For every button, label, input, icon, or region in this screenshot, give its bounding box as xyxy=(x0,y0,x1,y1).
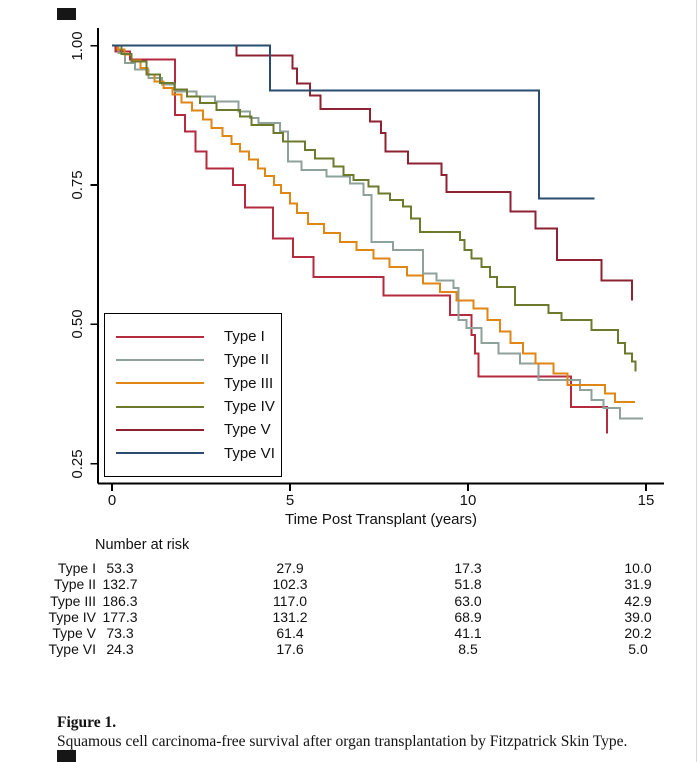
risk-value: 17.3 xyxy=(454,560,482,576)
axes xyxy=(90,28,664,491)
risk-value: 24.3 xyxy=(106,641,134,658)
survival-curve-type-i xyxy=(112,44,608,434)
risk-value: 63.0 xyxy=(454,592,482,609)
y-tick-label-0.75: 0.75 xyxy=(69,170,86,200)
risk-row-type-ii: Type II 132.7 102.3 51.8 31.9 xyxy=(0,576,700,592)
risk-value: 117.0 xyxy=(273,592,307,609)
legend-box: Type I Type II Type III Type IV Type V T… xyxy=(104,313,282,477)
risk-value: 53.3 xyxy=(106,560,134,576)
x-tick-label-15: 15 xyxy=(637,492,655,509)
risk-row-label: Type III xyxy=(50,592,96,609)
risk-row-label: Type VI xyxy=(48,641,96,658)
number-at-risk-title: Number at risk xyxy=(95,537,190,553)
legend-line-sample-type-i xyxy=(116,335,204,338)
legend-label: Type V xyxy=(224,421,271,439)
legend-line-sample-type-iii xyxy=(116,382,204,385)
survival-curve-type-iii xyxy=(112,44,635,403)
risk-value: 51.8 xyxy=(454,576,482,593)
risk-value: 132.7 xyxy=(102,576,138,593)
legend-line-sample-type-v xyxy=(116,428,204,432)
risk-value: 186.3 xyxy=(102,592,138,609)
risk-value: 42.9 xyxy=(624,592,652,609)
page-edge-line xyxy=(696,0,697,762)
x-tick-label-0: 0 xyxy=(107,492,117,509)
legend-label: Type IV xyxy=(224,398,275,416)
scan-artifact-top xyxy=(57,8,76,20)
risk-value: 27.9 xyxy=(276,560,304,576)
risk-value: 177.3 xyxy=(102,608,138,625)
figure-caption: Squamous cell carcinoma-free survival af… xyxy=(57,733,628,750)
risk-value: 73.3 xyxy=(106,625,134,642)
risk-row-type-i: Type I 53.3 27.9 17.3 10.0 xyxy=(0,560,700,576)
x-tick-label-10: 10 xyxy=(459,492,477,509)
legend-entry-type-vi: Type VI xyxy=(105,442,281,465)
risk-value: 41.1 xyxy=(454,625,482,642)
risk-value: 39.0 xyxy=(624,608,652,625)
survival-curve-type-ii xyxy=(112,44,644,420)
risk-row-label: Type V xyxy=(52,625,96,642)
risk-value: 102.3 xyxy=(272,576,308,593)
scan-artifact-bottom xyxy=(57,750,76,762)
survival-curve-type-iv xyxy=(112,44,637,372)
survival-curve-type-vi xyxy=(112,44,595,200)
risk-row-type-vi: Type VI 24.3 17.6 8.5 5.0 xyxy=(0,641,700,657)
legend-line-sample-type-iv xyxy=(116,405,204,408)
y-tick-label-1.00: 1.00 xyxy=(69,31,86,61)
risk-row-type-iii: Type III 186.3 117.0 63.0 42.9 xyxy=(0,593,700,609)
legend-entry-type-ii: Type II xyxy=(105,348,281,371)
risk-value: 68.9 xyxy=(454,608,482,625)
legend-entry-type-iv: Type IV xyxy=(105,395,281,418)
legend-label: Type III xyxy=(224,374,274,392)
km-survival-plot xyxy=(90,28,664,491)
risk-value: 31.9 xyxy=(624,576,652,593)
risk-value: 10.0 xyxy=(624,560,652,576)
risk-value: 5.0 xyxy=(628,641,648,658)
risk-value: 8.5 xyxy=(458,641,478,658)
risk-row-type-iv: Type IV 177.3 131.2 68.9 39.0 xyxy=(0,609,700,625)
legend-entry-type-i: Type I xyxy=(105,325,281,348)
risk-row-label: Type II xyxy=(53,576,96,593)
y-tick-label-0.25: 0.25 xyxy=(69,449,86,479)
survival-curve-type-v xyxy=(112,44,633,301)
legend-label: Type I xyxy=(224,328,265,346)
legend-line-sample-type-vi xyxy=(116,452,204,455)
legend-line-sample-type-ii xyxy=(116,358,204,362)
x-tick-label-5: 5 xyxy=(285,492,295,509)
risk-value: 20.2 xyxy=(624,625,652,642)
risk-value: 61.4 xyxy=(276,625,304,642)
risk-row-label: Type IV xyxy=(48,608,96,625)
risk-value: 17.6 xyxy=(276,641,304,658)
legend-label: Type VI xyxy=(224,444,275,462)
risk-row-type-v: Type V 73.3 61.4 41.1 20.2 xyxy=(0,625,700,641)
figure-number-label: Figure 1. xyxy=(57,714,117,731)
legend-entry-type-iii: Type III xyxy=(105,372,281,395)
risk-value: 131.2 xyxy=(272,608,308,625)
number-at-risk-table: Type I 53.3 27.9 17.3 10.0 Type II 132.7… xyxy=(0,560,700,658)
y-tick-label-0.50: 0.50 xyxy=(69,309,86,339)
legend-entry-type-v: Type V xyxy=(105,418,281,441)
legend-label: Type II xyxy=(224,351,270,369)
x-axis-title: Time Post Transplant (years) xyxy=(284,511,477,528)
risk-row-label: Type I xyxy=(57,560,96,576)
